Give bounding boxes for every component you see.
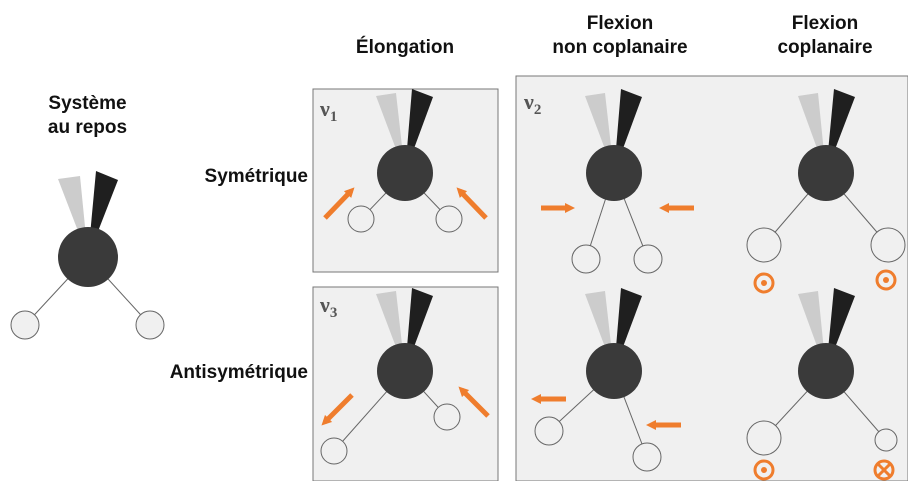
mode-v1-nu: ν: [319, 96, 330, 121]
rest-label-line1: Système: [48, 93, 127, 114]
molecule-v2-noncoplanar-bottom: [531, 288, 681, 472]
mode-v1-sub: 1: [330, 109, 338, 125]
molecule-v2-coplanar-top: [746, 89, 906, 294]
out-of-plane-dot-icon: [753, 272, 775, 294]
molecule-v1: [323, 89, 488, 233]
arrow-icon: [458, 386, 490, 418]
mode-v2-label: ν2: [523, 89, 541, 118]
central-atom: [58, 227, 118, 287]
row-label-symetrique: Symétrique: [204, 166, 308, 187]
header-flexion-coplanaire-line2: coplanaire: [777, 37, 873, 58]
mode-v3-nu: ν: [319, 292, 330, 317]
hydrogen-right: [135, 310, 165, 340]
mode-v1-label: ν1: [319, 96, 337, 125]
molecule-v2-noncoplanar-top: [541, 89, 694, 274]
arrow-icon: [456, 187, 488, 220]
molecule-v3: [320, 288, 490, 465]
arrow-icon: [323, 187, 355, 220]
header-flexion-non-coplanaire-line2: non coplanaire: [552, 37, 688, 58]
out-of-plane-dot-icon: [753, 459, 775, 481]
mode-v2-sub: 2: [534, 102, 542, 118]
header-elongation: Élongation: [355, 37, 455, 58]
header-flexion-coplanaire-line1: Flexion: [791, 13, 859, 34]
header-flexion-coplanaire: Flexion coplanaire: [745, 12, 905, 60]
header-flexion-non-coplanaire-line1: Flexion: [586, 13, 654, 34]
molecule-rest: [10, 171, 165, 340]
header-flexion-non-coplanaire: Flexion non coplanaire: [520, 12, 720, 60]
arrow-icon: [321, 393, 354, 426]
hydrogen-left: [10, 310, 40, 340]
out-of-plane-dot-icon: [875, 269, 897, 291]
molecule-v2-coplanar-bottom: [746, 288, 898, 481]
mode-v3-sub: 3: [330, 305, 338, 321]
row-label-antisymetrique: Antisymétrique: [169, 362, 308, 383]
into-plane-cross-icon: [873, 459, 895, 481]
rest-label: Système au repos: [10, 92, 165, 140]
panel-v2: [515, 75, 908, 481]
mode-v3-label: ν3: [319, 292, 337, 321]
mode-v2-nu: ν: [523, 89, 534, 114]
rest-label-line2: au repos: [47, 117, 128, 138]
